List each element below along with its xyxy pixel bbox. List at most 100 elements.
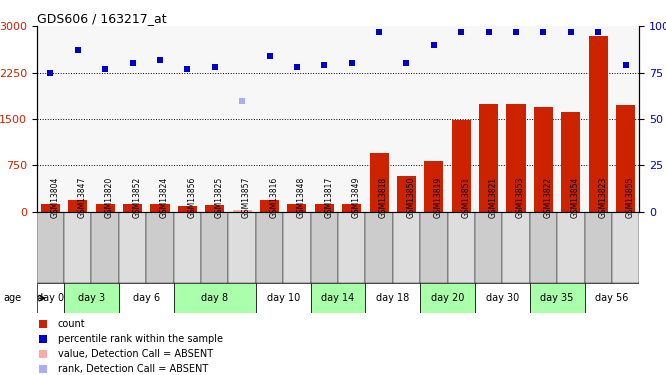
Text: GSM13816: GSM13816 (270, 176, 278, 218)
Bar (123, 204, 142, 212)
Bar (475, 26, 529, 212)
Bar (174, 26, 256, 212)
Text: day 35: day 35 (541, 293, 574, 303)
Bar (256, 26, 310, 212)
Bar (585, 212, 612, 283)
Bar (68, 200, 87, 212)
Text: day 0: day 0 (37, 293, 64, 303)
Text: GSM13852: GSM13852 (133, 176, 141, 218)
Text: GSM13824: GSM13824 (160, 176, 169, 218)
Bar (37, 212, 64, 283)
Bar (420, 212, 448, 283)
Bar (420, 26, 475, 212)
Bar (420, 283, 475, 313)
Bar (585, 283, 639, 313)
Text: GSM13857: GSM13857 (242, 176, 251, 218)
Text: day 14: day 14 (322, 293, 354, 303)
Bar (475, 212, 502, 283)
Bar (561, 112, 581, 212)
Bar (310, 212, 338, 283)
Bar (178, 206, 197, 212)
Text: GSM13820: GSM13820 (105, 176, 114, 218)
Bar (260, 200, 279, 212)
Bar (174, 283, 256, 313)
Text: GSM13804: GSM13804 (51, 176, 59, 218)
Text: age: age (3, 293, 21, 303)
Bar (37, 283, 64, 313)
Text: percentile rank within the sample: percentile rank within the sample (58, 334, 222, 344)
Text: GSM13849: GSM13849 (352, 176, 361, 218)
Bar (201, 212, 228, 283)
Text: GSM13817: GSM13817 (324, 176, 333, 218)
Bar (370, 153, 389, 212)
Text: GSM13823: GSM13823 (598, 176, 607, 218)
Bar (147, 212, 174, 283)
Bar (506, 104, 525, 212)
Bar (366, 283, 420, 313)
Text: GSM13854: GSM13854 (571, 176, 580, 218)
Bar (612, 212, 639, 283)
Bar (338, 212, 366, 283)
Bar (64, 212, 91, 283)
Bar (452, 120, 471, 212)
Text: GSM13856: GSM13856 (187, 176, 196, 218)
Bar (287, 204, 306, 212)
Text: rank, Detection Call = ABSENT: rank, Detection Call = ABSENT (58, 364, 208, 374)
Bar (393, 212, 420, 283)
Text: day 10: day 10 (266, 293, 300, 303)
Text: GSM13851: GSM13851 (462, 176, 470, 218)
Text: GSM13819: GSM13819 (434, 176, 443, 218)
Bar (119, 283, 174, 313)
Bar (397, 176, 416, 212)
Text: day 20: day 20 (431, 293, 464, 303)
Text: value, Detection Call = ABSENT: value, Detection Call = ABSENT (58, 349, 213, 359)
Text: GSM13818: GSM13818 (379, 177, 388, 218)
Bar (283, 212, 310, 283)
Bar (310, 283, 366, 313)
Bar (366, 26, 420, 212)
Text: GSM13855: GSM13855 (625, 176, 635, 218)
Bar (228, 212, 256, 283)
Bar (448, 212, 475, 283)
Bar (315, 204, 334, 212)
Bar (424, 160, 444, 212)
Bar (41, 204, 60, 212)
Bar (310, 26, 366, 212)
Bar (151, 204, 170, 212)
Bar (205, 205, 224, 212)
Text: day 3: day 3 (78, 293, 105, 303)
Bar (529, 212, 557, 283)
Bar (64, 26, 119, 212)
Text: day 30: day 30 (486, 293, 519, 303)
Bar (37, 26, 64, 212)
Bar (174, 212, 201, 283)
Bar (616, 105, 635, 212)
Bar (95, 204, 115, 212)
Text: day 56: day 56 (595, 293, 629, 303)
Bar (119, 26, 174, 212)
Bar (585, 26, 639, 212)
Text: GSM13848: GSM13848 (297, 176, 306, 218)
Bar (475, 283, 529, 313)
Bar (534, 106, 553, 212)
Text: GSM13847: GSM13847 (78, 176, 87, 218)
Bar (502, 212, 529, 283)
Bar (64, 283, 119, 313)
Bar (256, 212, 283, 283)
Bar (91, 212, 119, 283)
Bar (529, 26, 585, 212)
Bar (119, 212, 147, 283)
Text: day 8: day 8 (201, 293, 228, 303)
Text: count: count (58, 319, 85, 329)
Bar (589, 36, 608, 212)
Text: day 6: day 6 (133, 293, 160, 303)
Bar (342, 204, 361, 212)
Bar (232, 210, 252, 212)
Bar (557, 212, 585, 283)
Bar (479, 104, 498, 212)
Bar (256, 283, 310, 313)
Bar (366, 212, 393, 283)
Text: GSM13821: GSM13821 (489, 177, 498, 218)
Text: GSM13853: GSM13853 (516, 176, 525, 218)
Bar (529, 283, 585, 313)
